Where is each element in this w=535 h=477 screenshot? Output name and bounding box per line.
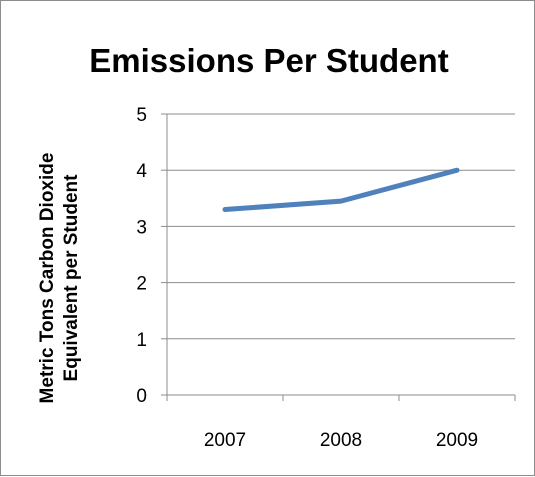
chart-title: Emissions Per Student xyxy=(89,42,448,79)
y-tick-labels: 0 1 2 3 4 5 xyxy=(136,105,147,407)
y-tick-label: 2 xyxy=(136,274,147,295)
x-tick-labels: 2007 2008 2009 xyxy=(204,430,478,451)
y-tick-label: 4 xyxy=(136,161,147,182)
series-line-0 xyxy=(225,170,457,209)
x-tick-label: 2009 xyxy=(436,430,478,451)
y-tick-label: 0 xyxy=(136,386,147,407)
x-tick-label: 2008 xyxy=(320,430,362,451)
gridlines xyxy=(167,114,515,339)
y-tick-label: 5 xyxy=(136,105,147,126)
y-tick-label: 1 xyxy=(136,330,147,351)
series-layer xyxy=(225,170,457,210)
y-axis-label-line-1: Metric Tons Carbon Dioxide xyxy=(37,153,58,404)
x-tick-label: 2007 xyxy=(204,430,246,451)
y-axis-label-line-2: Equivalent per Student xyxy=(61,174,82,382)
y-tick-label: 3 xyxy=(136,217,147,238)
axes xyxy=(161,114,515,401)
